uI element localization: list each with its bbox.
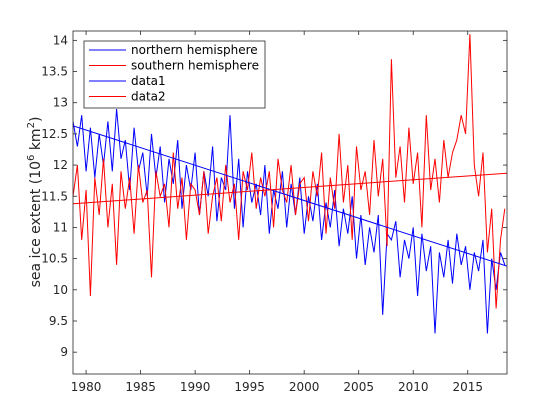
x-tick-label: 2010 (398, 380, 429, 394)
x-tick-label: 1980 (71, 380, 102, 394)
y-tick-label: 11.5 (41, 189, 68, 203)
x-tick-label: 2015 (452, 380, 483, 394)
y-tick-label: 10.5 (41, 252, 68, 266)
y-tick-label: 10 (53, 283, 68, 297)
plot-frame (72, 30, 508, 375)
y-tick-label: 13.5 (41, 65, 68, 79)
x-tick-label: 2000 (289, 380, 320, 394)
y-tick-label: 9.5 (49, 314, 68, 328)
trend-line-northern (73, 125, 507, 267)
y-tick-label: 14 (53, 33, 68, 47)
y-tick-label: 13 (53, 96, 68, 110)
legend-label-1: northern hemisphere (131, 43, 258, 57)
legend-label-2: southern hemisphere (131, 59, 259, 73)
y-tick-label: 12 (53, 158, 68, 172)
y-tick-label: 9 (60, 345, 68, 359)
trend-line-southern (73, 172, 507, 205)
y-tick-label: 12.5 (41, 127, 68, 141)
legend-label-4: data2 (131, 90, 166, 104)
series-line-data1 (73, 108, 506, 334)
y-axis-label: sea ice extent (106 km2) (26, 117, 44, 288)
x-tick-label: 1990 (180, 380, 211, 394)
legend-label-3: data1 (131, 74, 166, 88)
x-tick-label: 2005 (343, 380, 374, 394)
x-tick-label: 1985 (125, 380, 156, 394)
x-tick-label: 1995 (234, 380, 265, 394)
series-line-data2 (73, 34, 506, 309)
y-tick-label: 11 (53, 220, 68, 234)
